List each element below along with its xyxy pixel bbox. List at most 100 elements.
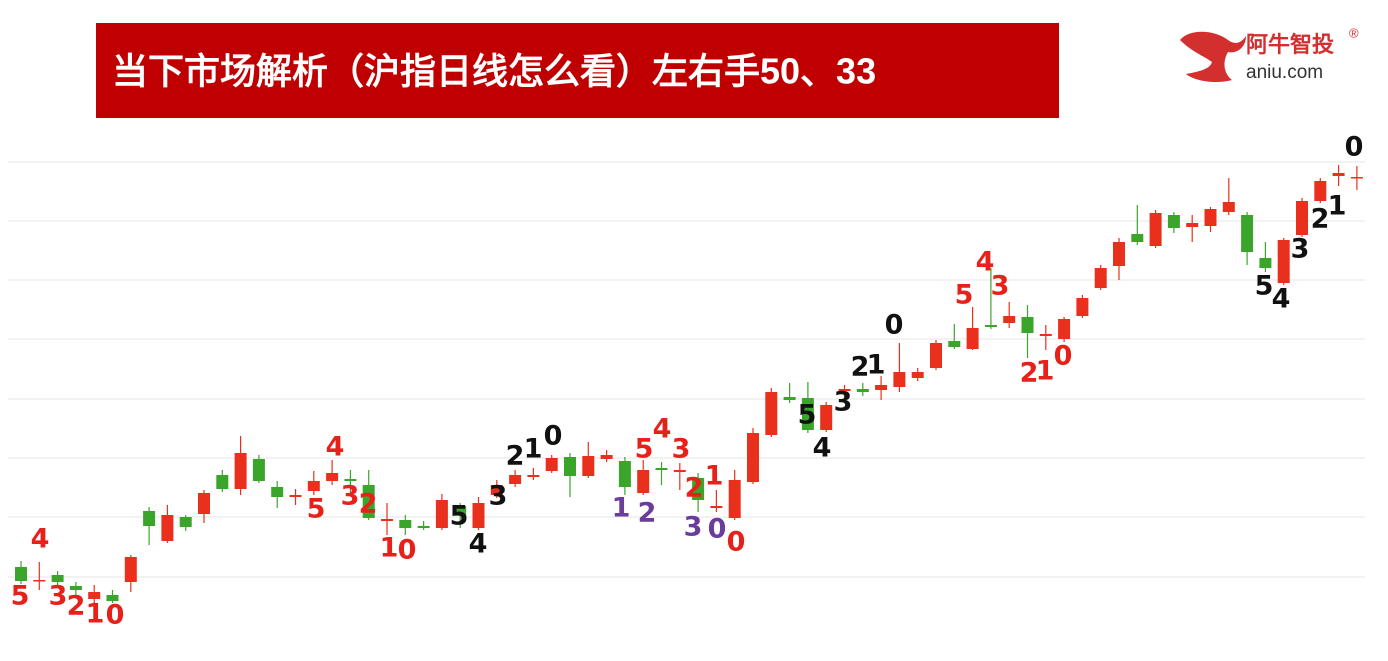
wave-label: 2 — [1311, 204, 1330, 235]
wave-label: 4 — [469, 529, 488, 560]
candle-body — [893, 372, 906, 387]
wave-label: 5 — [955, 280, 974, 311]
candle-body — [1186, 223, 1199, 227]
candle-body — [271, 487, 284, 497]
wave-label: 1 — [1036, 356, 1055, 387]
candle-body — [124, 557, 137, 582]
candle-body — [143, 511, 156, 526]
wave-label: 0 — [106, 600, 125, 631]
candle-body — [1131, 234, 1144, 242]
wave-label: 5 — [11, 581, 30, 612]
logo-name: 阿牛智投 — [1246, 32, 1334, 57]
title-banner — [96, 23, 1059, 118]
wave-label: 4 — [976, 247, 995, 278]
wave-label: 4 — [31, 524, 50, 555]
wave-label: 1 — [705, 461, 724, 492]
candle-body — [69, 586, 82, 590]
candle-body — [948, 341, 961, 347]
candle-body — [1076, 298, 1089, 316]
wave-label: 0 — [885, 310, 904, 341]
candle-body — [1332, 173, 1345, 176]
candle-body — [783, 397, 796, 400]
candle-body — [509, 475, 522, 484]
candle-body — [930, 343, 942, 368]
wave-label: 3 — [834, 387, 853, 418]
chart-title: 当下市场解析（沪指日线怎么看）左右手50、33 — [112, 51, 876, 92]
wave-label: 5 — [635, 434, 654, 465]
wave-label: 0 — [398, 535, 417, 566]
candle-body — [1241, 215, 1254, 252]
candle-body — [88, 592, 101, 599]
candle-body — [1204, 209, 1217, 226]
candle-body — [545, 458, 558, 471]
candle-body — [1094, 268, 1107, 288]
wave-label: 1 — [612, 493, 631, 524]
candle-body — [1167, 215, 1180, 228]
candle-body — [362, 485, 375, 518]
wave-label: 4 — [813, 433, 832, 464]
wave-label: 2 — [638, 498, 657, 529]
wave-label: 5 — [307, 494, 326, 525]
candle-body — [1058, 319, 1071, 339]
candle-body — [435, 500, 448, 528]
candle-body — [15, 567, 27, 581]
candle-body — [911, 372, 924, 378]
wave-label: 3 — [684, 512, 703, 543]
candle-body — [252, 459, 265, 481]
candle-body — [161, 515, 174, 541]
candle-body — [1039, 334, 1052, 336]
wave-label: 3 — [49, 581, 68, 612]
candle-body — [838, 389, 851, 391]
wave-label: 5 — [798, 400, 817, 431]
candle-body — [856, 389, 869, 392]
wave-label: 3 — [1291, 234, 1310, 265]
wave-label: 2 — [359, 489, 378, 520]
wave-label: 5 — [1255, 271, 1274, 302]
candle-body — [1113, 242, 1125, 266]
candle-body — [618, 461, 631, 487]
wave-label: 1 — [524, 434, 543, 465]
candle-body — [875, 385, 888, 390]
wave-label: 0 — [544, 421, 563, 452]
candle-body — [234, 453, 247, 489]
candle-body — [655, 468, 668, 470]
wave-label: 2 — [67, 591, 86, 622]
wave-label: 1 — [380, 533, 399, 564]
candle-body — [454, 506, 467, 516]
candle-body — [966, 328, 979, 349]
wave-label: 4 — [326, 432, 345, 463]
wave-label: 3 — [991, 271, 1010, 302]
candle-body — [417, 526, 430, 528]
wave-label: 1 — [1328, 191, 1347, 222]
candle-body — [710, 506, 723, 508]
wave-label: 1 — [86, 599, 105, 630]
candle-body — [399, 520, 412, 528]
wave-label: 3 — [489, 481, 508, 512]
candle-body — [106, 595, 119, 601]
candle-body — [1277, 240, 1290, 283]
candle-body — [820, 405, 833, 430]
candle-body — [984, 325, 997, 327]
candle-body — [673, 470, 686, 472]
candle-body — [747, 433, 759, 482]
candle-body — [51, 575, 64, 582]
candle-body — [179, 517, 192, 527]
wave-label: 0 — [1054, 341, 1073, 372]
logo-site: aniu.com — [1246, 62, 1323, 83]
wave-label: 4 — [653, 414, 672, 445]
wave-label: 5 — [450, 501, 469, 532]
candle-body — [728, 480, 741, 518]
wave-label: 0 — [1345, 132, 1364, 163]
candle-body — [344, 479, 357, 481]
wave-label: 3 — [672, 434, 691, 465]
candle-body — [692, 478, 705, 500]
candle-body — [33, 580, 46, 582]
wave-label: 2 — [1020, 358, 1039, 389]
wave-label: 1 — [867, 350, 886, 381]
candle-body — [1222, 202, 1235, 212]
candle-body — [637, 470, 650, 493]
candle-body — [1350, 177, 1363, 179]
candle-body — [801, 398, 814, 430]
logo-icon — [1180, 31, 1246, 82]
